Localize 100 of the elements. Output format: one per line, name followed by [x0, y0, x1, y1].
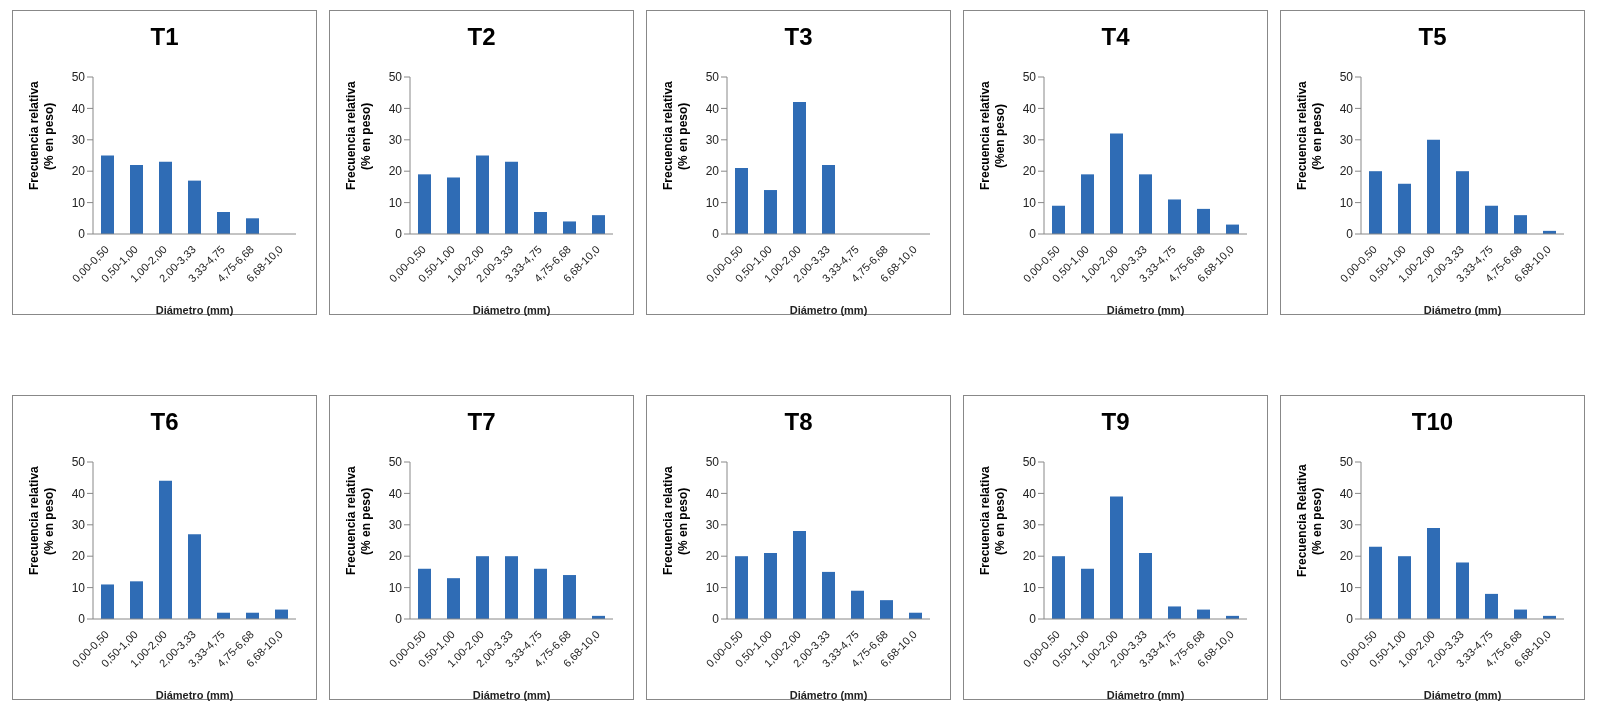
- chart-title: T1: [149, 23, 180, 52]
- y-tick-label: 0: [712, 612, 720, 627]
- bar: [159, 161, 172, 234]
- y-tick-label: 30: [1022, 518, 1037, 533]
- y-tick-label: 10: [1339, 580, 1354, 595]
- chart-title: T8: [783, 408, 814, 437]
- x-axis-title: Diámetro (mm): [1423, 304, 1502, 316]
- y-tick-label: 10: [705, 195, 720, 210]
- y-tick-label: 20: [388, 164, 403, 179]
- chart-title: T4: [1100, 23, 1131, 52]
- bar: [418, 174, 431, 234]
- bar: [1081, 568, 1094, 619]
- y-axis-title: Frecuencia relativa (% en peso): [27, 80, 57, 193]
- y-tick-label: 30: [388, 133, 403, 148]
- y-tick-label: 10: [388, 195, 403, 210]
- bar: [1514, 215, 1527, 234]
- x-axis-title: Diámetro (mm): [155, 304, 234, 316]
- bar: [188, 534, 201, 619]
- x-axis-title: Diámetro (mm): [155, 689, 234, 701]
- bar: [1052, 556, 1065, 619]
- bar: [1052, 205, 1065, 234]
- y-tick-label: 0: [1346, 227, 1354, 242]
- bar: [246, 218, 259, 234]
- y-tick-label: 40: [1339, 101, 1354, 116]
- y-axis-title: Frecuencia relativa (% en peso): [661, 80, 691, 193]
- bar: [1427, 139, 1440, 234]
- y-tick-label: 0: [78, 227, 86, 242]
- y-tick-label: 50: [705, 455, 720, 470]
- y-tick-label: 20: [1022, 164, 1037, 179]
- bar: [851, 590, 864, 619]
- y-tick-label: 0: [1029, 227, 1037, 242]
- x-axis-title: Diámetro (mm): [789, 304, 868, 316]
- bar: [101, 584, 114, 619]
- y-tick-label: 30: [705, 133, 720, 148]
- y-axis-title: Frecuencia Relativa (% en peso): [1295, 463, 1325, 580]
- y-tick-label: 50: [1022, 70, 1037, 85]
- y-axis-title: Frecuencia relativa (% en peso): [27, 465, 57, 578]
- y-axis-title: Frecuencia relativa (% en peso): [344, 80, 374, 193]
- x-axis-title: Diámetro (mm): [789, 689, 868, 701]
- y-tick-label: 30: [1339, 133, 1354, 148]
- y-tick-label: 50: [388, 455, 403, 470]
- y-tick-label: 30: [71, 133, 86, 148]
- bar: [1427, 527, 1440, 619]
- y-tick-label: 0: [1029, 612, 1037, 627]
- bar: [217, 212, 230, 234]
- bar: [793, 531, 806, 619]
- bar: [880, 600, 893, 619]
- y-tick-label: 50: [388, 70, 403, 85]
- bar: [1369, 546, 1382, 619]
- y-tick-label: 20: [1339, 164, 1354, 179]
- y-tick-label: 20: [71, 549, 86, 564]
- y-axis-title: Frecuencia relativa (% en peso): [344, 465, 374, 578]
- bar: [1485, 593, 1498, 619]
- y-tick-label: 0: [78, 612, 86, 627]
- bar: [1168, 199, 1181, 234]
- bar: [563, 221, 576, 234]
- y-tick-label: 0: [395, 227, 403, 242]
- y-tick-label: 0: [712, 227, 720, 242]
- y-tick-label: 0: [395, 612, 403, 627]
- y-tick-label: 10: [1022, 195, 1037, 210]
- bar: [735, 556, 748, 619]
- y-tick-label: 40: [71, 486, 86, 501]
- y-tick-label: 20: [705, 164, 720, 179]
- bar: [1398, 556, 1411, 619]
- chart-title: T3: [783, 23, 814, 52]
- bar: [793, 102, 806, 234]
- chart-title: T2: [466, 23, 497, 52]
- y-tick-label: 10: [71, 580, 86, 595]
- bar: [1168, 606, 1181, 619]
- y-tick-label: 30: [71, 518, 86, 533]
- y-tick-label: 40: [71, 101, 86, 116]
- y-tick-label: 10: [1022, 580, 1037, 595]
- y-axis-title: Frecuencia relativa (% en peso): [661, 465, 691, 578]
- bar: [447, 177, 460, 234]
- bar: [764, 190, 777, 234]
- bar: [1398, 183, 1411, 234]
- y-tick-label: 40: [705, 101, 720, 116]
- bar: [1369, 171, 1382, 234]
- y-tick-label: 30: [705, 518, 720, 533]
- bar: [563, 575, 576, 619]
- bar: [534, 212, 547, 234]
- y-tick-label: 40: [388, 486, 403, 501]
- bar: [1110, 133, 1123, 234]
- x-axis-title: Diámetro (mm): [1106, 689, 1185, 701]
- y-tick-label: 40: [1022, 486, 1037, 501]
- bar: [764, 553, 777, 619]
- y-tick-label: 10: [705, 580, 720, 595]
- y-tick-label: 10: [1339, 195, 1354, 210]
- chart-title: T9: [1100, 408, 1131, 437]
- bar: [1456, 171, 1469, 234]
- bar: [1081, 174, 1094, 234]
- bar: [505, 161, 518, 234]
- y-tick-label: 20: [705, 549, 720, 564]
- bar: [188, 180, 201, 234]
- bar: [130, 164, 143, 234]
- y-tick-label: 10: [388, 580, 403, 595]
- chart-title: T7: [466, 408, 497, 437]
- bar: [822, 164, 835, 234]
- bar: [101, 155, 114, 234]
- y-tick-label: 50: [71, 455, 86, 470]
